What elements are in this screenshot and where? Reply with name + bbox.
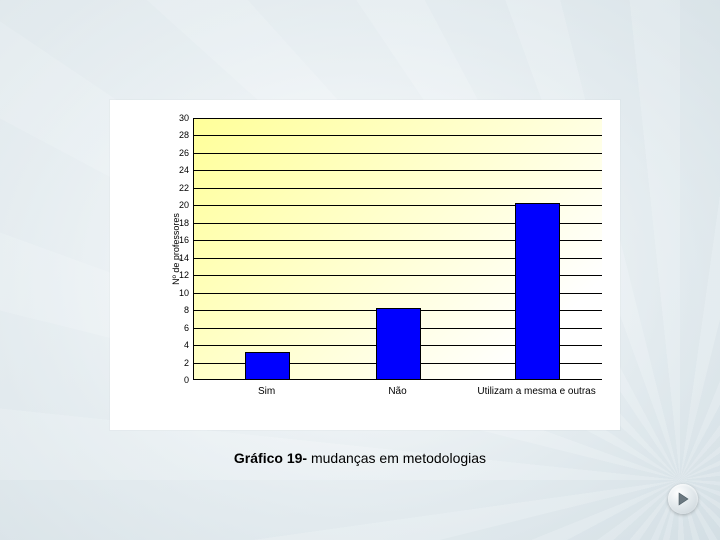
y-tick-label: 30 [167,113,189,123]
plot: 024681012141618202224262830SimNãoUtiliza… [193,118,602,380]
gridline [193,135,602,136]
y-tick-label: 8 [167,305,189,315]
bar [515,203,560,380]
y-tick-label: 22 [167,183,189,193]
y-tick-label: 16 [167,235,189,245]
y-tick-label: 0 [167,375,189,385]
y-tick-label: 2 [167,358,189,368]
caption-text: mudanças em metodologias [311,450,486,466]
y-tick-label: 28 [167,130,189,140]
y-tick-label: 6 [167,323,189,333]
gridline [193,170,602,171]
slide: Nº de professores 0246810121416182022242… [0,0,720,540]
caption-prefix: Gráfico 19- [234,450,311,466]
y-tick-label: 14 [167,253,189,263]
y-tick-label: 10 [167,288,189,298]
chart-card: Nº de professores 0246810121416182022242… [110,100,620,430]
y-tick-label: 20 [167,200,189,210]
bar [245,352,290,380]
y-tick-label: 24 [167,165,189,175]
category-label: Sim [258,386,275,397]
chart-area: Nº de professores 0246810121416182022242… [138,118,602,380]
y-tick-label: 26 [167,148,189,158]
y-tick-label: 12 [167,270,189,280]
y-tick-label: 4 [167,340,189,350]
gridline [193,118,602,119]
y-tick-label: 18 [167,218,189,228]
next-slide-button[interactable] [668,484,698,514]
category-label: Não [388,386,406,397]
bar [376,308,421,380]
gridline [193,153,602,154]
chart-caption: Gráfico 19- mudanças em metodologias [0,450,720,466]
gridline [193,188,602,189]
category-label: Utilizam a mesma e outras [477,386,595,397]
y-axis-line [193,118,194,380]
play-icon [677,492,689,506]
